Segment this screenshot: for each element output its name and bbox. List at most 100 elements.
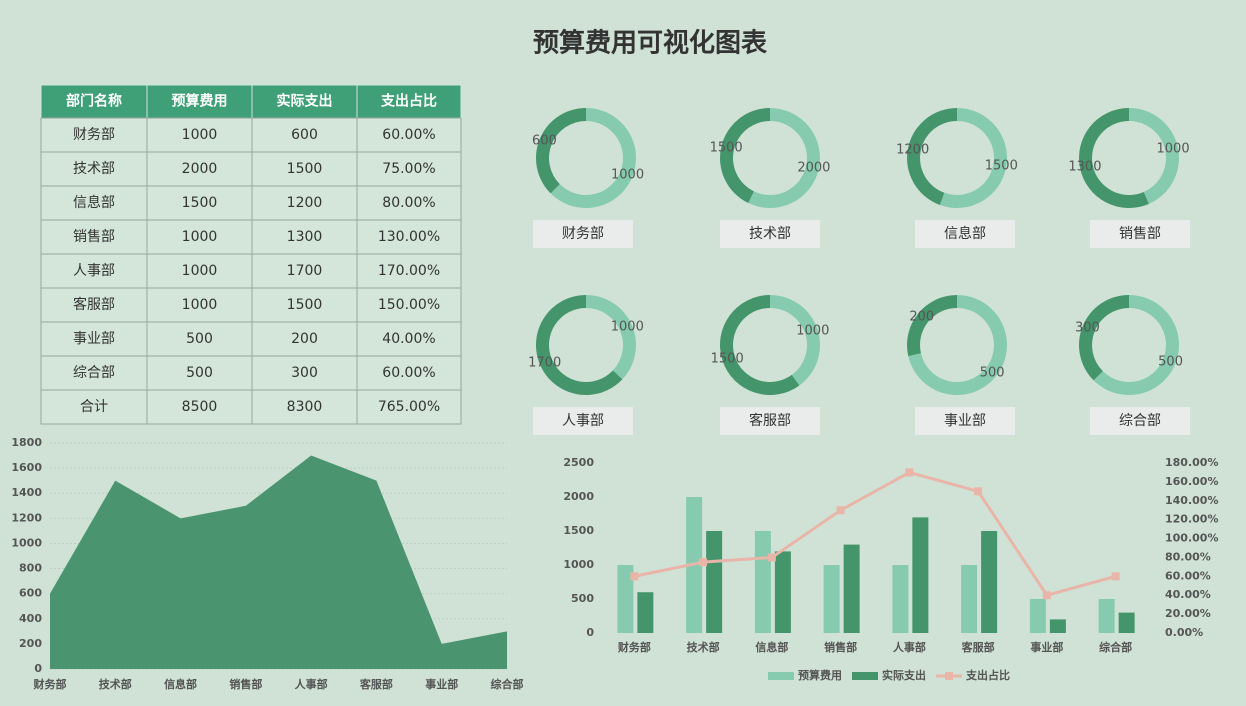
table-cell-text: 40.00% [382,331,435,347]
table-cell-text: 1200 [287,195,323,211]
x-tick-label: 信息部 [755,640,788,654]
table-cell-text: 1000 [182,297,218,313]
bar [637,592,654,633]
bar [1118,612,1135,633]
donut-label: 1000 [611,168,644,183]
donut-title-box [1090,220,1190,248]
x-tick-label: 人事部 [295,677,328,691]
table-cell [146,185,253,221]
donut-label: 200 [909,309,934,324]
donut-title: 综合部 [1119,413,1161,429]
y2-tick-label: 60.00% [1165,569,1211,582]
donut-segment [719,295,800,396]
table-cell-text: 500 [186,331,213,347]
x-tick-label: 客服部 [961,640,995,654]
donut-title: 销售部 [1119,226,1161,242]
table-cell-text: 1500 [287,161,323,177]
donut-segment [586,295,636,380]
donut-segment [1093,295,1179,395]
donut-segment [906,295,957,357]
donut-segment [748,108,821,208]
table-cell-text: 300 [291,365,318,381]
table-cell-text: 500 [186,365,213,381]
table-header-text: 实际支出 [277,93,333,110]
table-cell-text: 130.00% [378,229,440,245]
donut-label: 1500 [710,140,743,155]
donut-label: 300 [1075,320,1100,335]
legend-label: 预算费用 [798,668,842,682]
line-marker [630,572,639,581]
bar [754,531,771,633]
table-cell-text: 客服部 [73,296,115,313]
y2-tick-label: 0.00% [1165,626,1203,639]
y-tick-label: 600 [19,587,42,600]
donut-title-box [1090,407,1190,435]
donut-title: 人事部 [562,413,604,429]
x-tick-label: 人事部 [893,640,926,654]
donut-segment [939,108,1008,208]
bar [843,544,860,633]
x-tick-label: 综合部 [1099,640,1132,654]
table-cell [356,151,462,187]
bar [1049,619,1066,633]
table-cell-text: 销售部 [73,229,115,245]
x-tick-label: 事业部 [1030,640,1063,654]
line-marker [905,468,914,477]
table-cell [40,151,148,187]
line [634,470,1117,597]
table-cell [146,389,253,425]
table-cell-text: 财务部 [73,127,115,143]
y-tick-label: 200 [19,637,42,650]
y2-tick-label: 180.00% [1165,456,1218,469]
x-tick-label: 财务部 [617,640,651,654]
legend-label: 实际支出 [882,668,926,682]
table-cell [356,287,462,323]
y2-tick-label: 80.00% [1165,550,1211,563]
bar [961,565,978,633]
y-tick-label: 2500 [563,456,594,469]
line-marker [767,553,776,562]
donut-label: 500 [1158,355,1183,370]
table-cell [356,321,462,357]
table-cell [356,253,462,289]
y-tick-label: 1600 [11,461,42,474]
line-marker [974,487,983,496]
donut-label: 1000 [1157,141,1190,156]
table-cell-text: 60.00% [382,127,435,143]
donut-label: 1500 [711,351,744,366]
y2-tick-label: 120.00% [1165,513,1218,526]
donut-title-box [915,407,1015,435]
table-cell [146,151,253,187]
y-tick-label: 1000 [563,558,594,571]
table-cell-text: 1000 [182,263,218,279]
table-cell-text: 合计 [80,399,108,415]
donut-segment [907,108,957,205]
x-tick-label: 客服部 [359,677,393,691]
y2-tick-label: 20.00% [1165,607,1211,620]
table-cell [251,185,358,221]
y2-tick-label: 160.00% [1165,475,1218,488]
table-cell [40,389,148,425]
table-cell [251,321,358,357]
y-tick-label: 0 [34,662,42,675]
bar [892,565,909,633]
table-header-cell [40,84,148,119]
x-tick-label: 财务部 [33,677,67,691]
donut-label: 600 [532,133,557,148]
bar [981,531,998,633]
table-cell [356,355,462,391]
bar [617,565,634,633]
table-cell-text: 2000 [182,161,218,177]
bar [1029,599,1046,633]
donut-title-box [915,220,1015,248]
y-tick-label: 1400 [11,486,42,499]
table-cell-text: 60.00% [382,365,435,381]
table-cell-text: 1000 [182,127,218,143]
line-marker [1111,572,1120,581]
line-marker [699,558,708,567]
y-tick-label: 1000 [11,536,42,549]
table-cell [146,321,253,357]
y-tick-label: 1800 [11,436,42,449]
